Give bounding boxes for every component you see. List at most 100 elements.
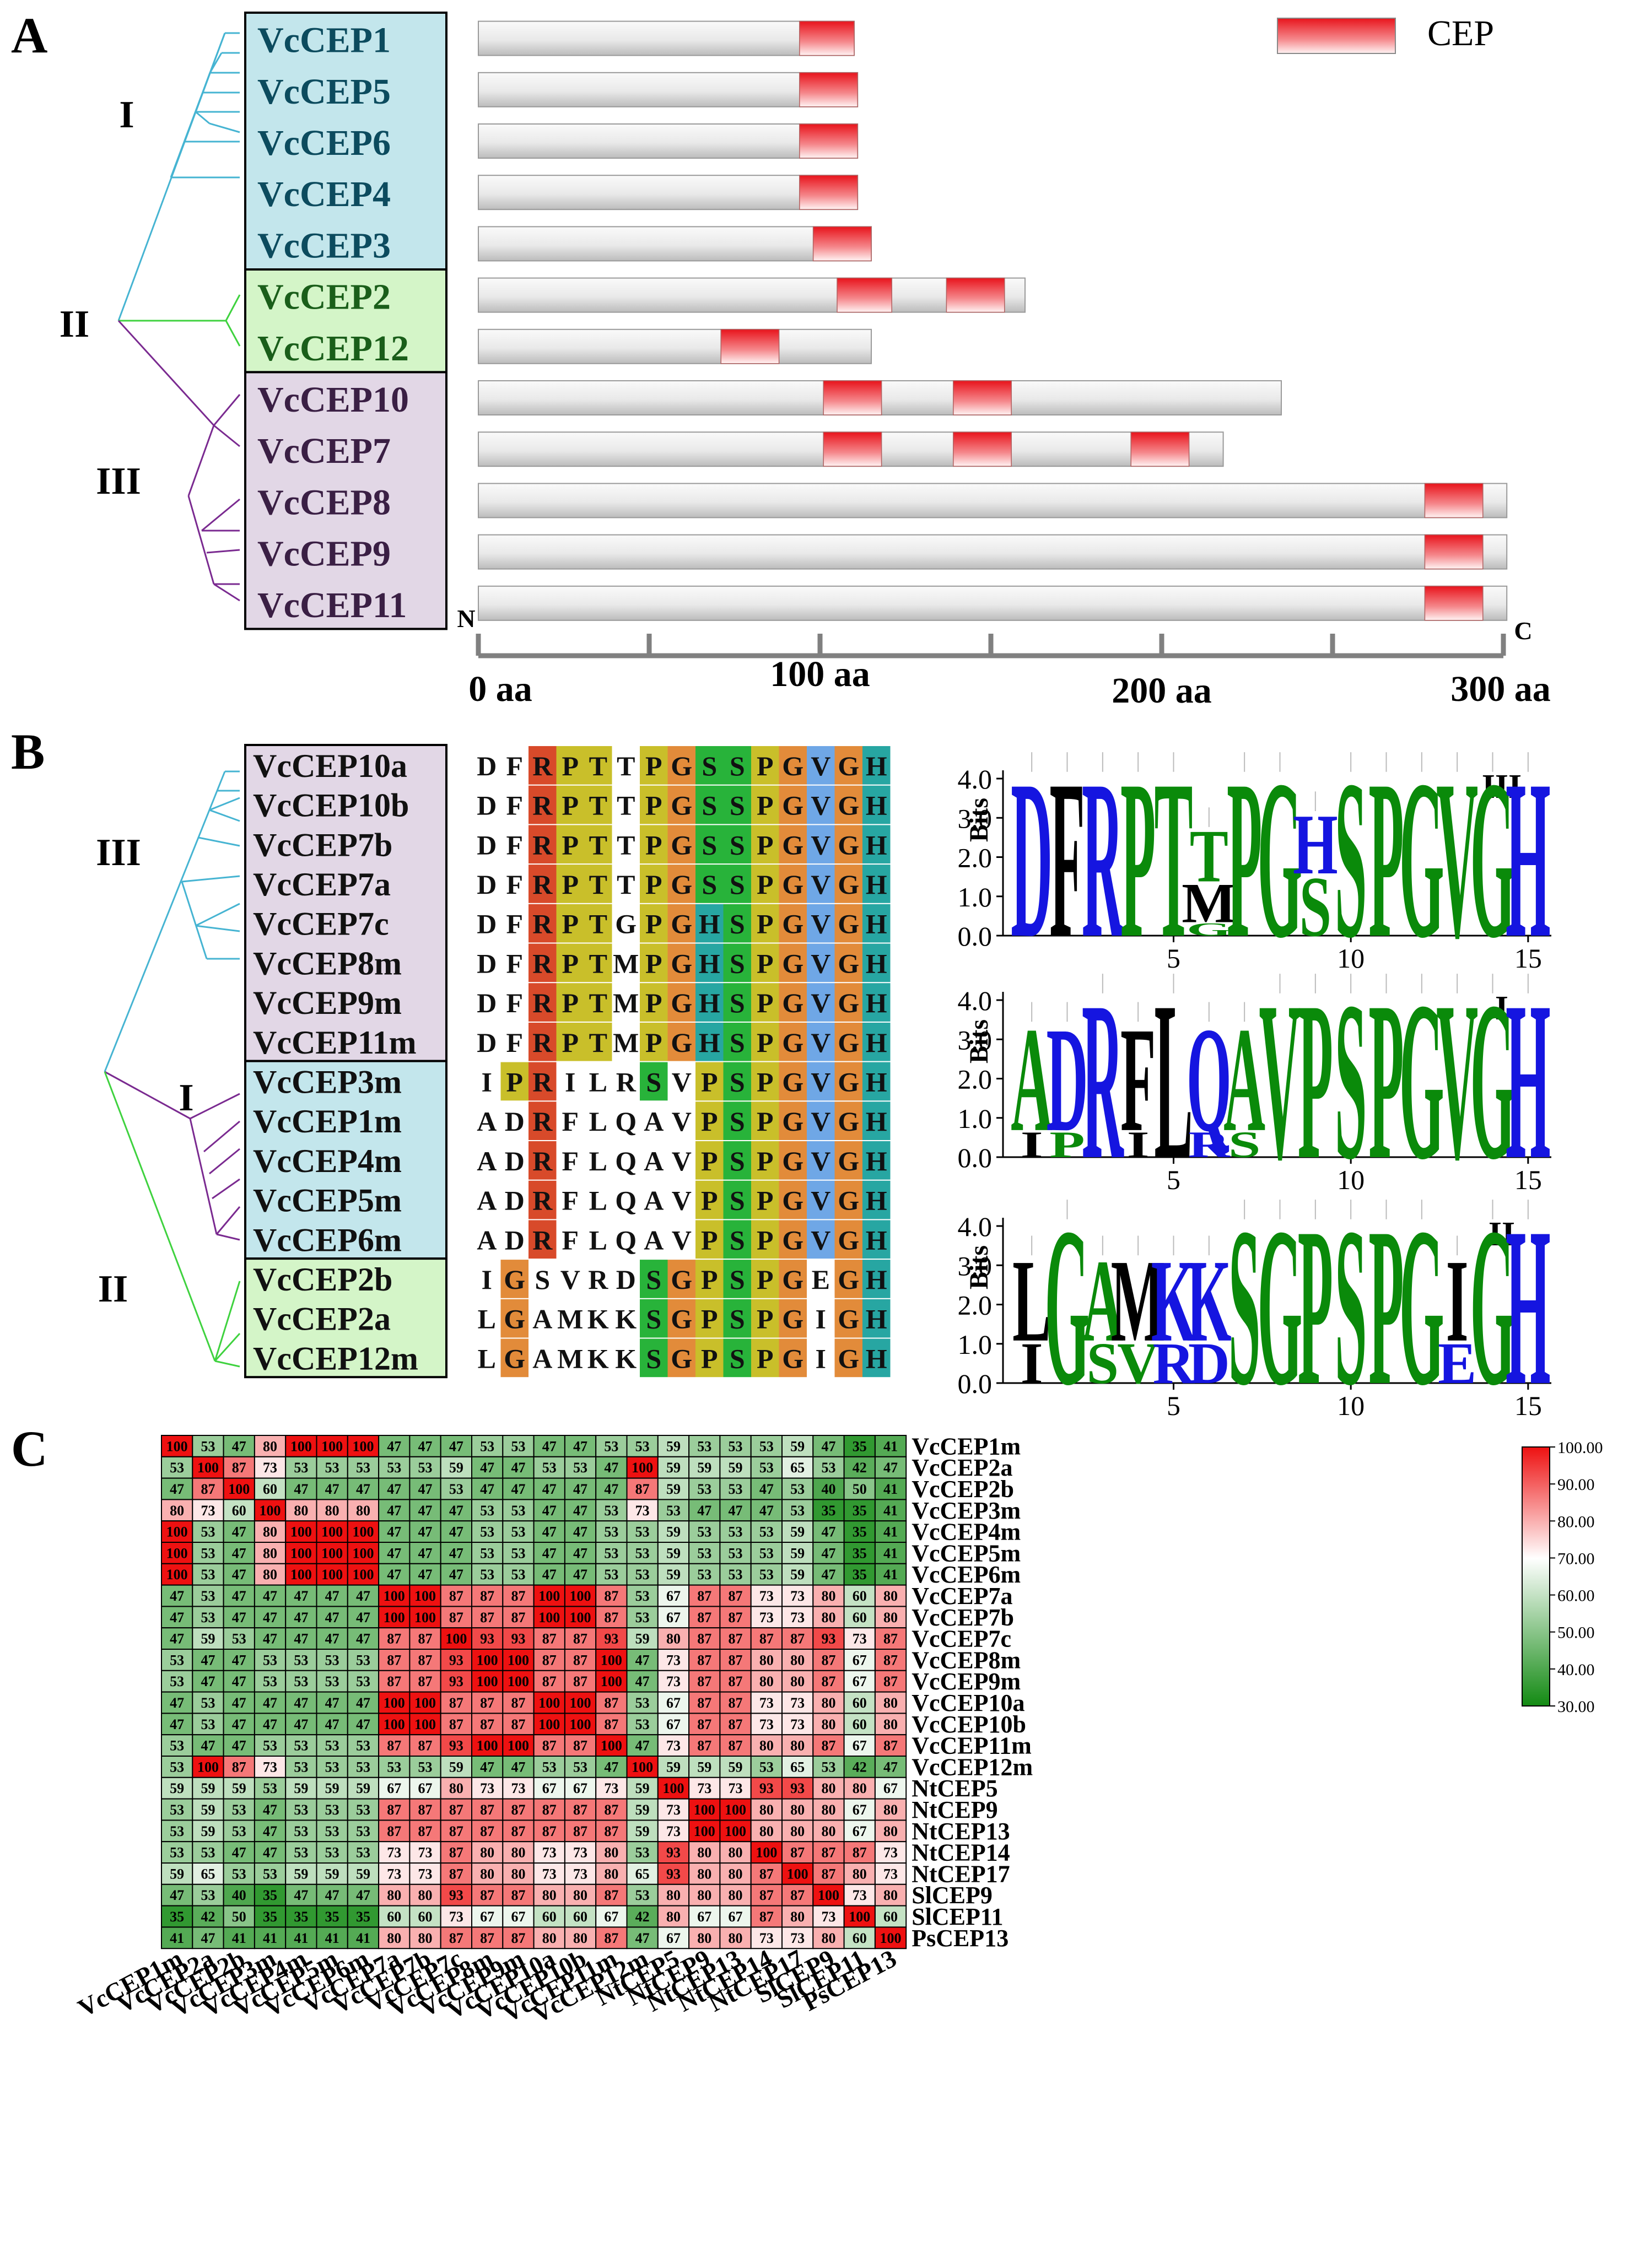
aln-shade <box>584 865 612 903</box>
heatmap-cell-value: 80 <box>883 1610 898 1626</box>
aln-residue: A <box>477 1106 497 1137</box>
aln-residue: G <box>782 1027 803 1058</box>
axis-c-label: C <box>1514 617 1532 645</box>
heatmap-cell <box>533 1477 565 1500</box>
heatmap-cell-value: 53 <box>821 1759 835 1775</box>
heatmap-cell-value: 53 <box>170 1652 184 1668</box>
heatmap-cell-value: 100 <box>384 1695 405 1711</box>
heatmap-cell-value: 80 <box>883 1887 898 1903</box>
heatmap-cell-value: 53 <box>542 1460 557 1476</box>
aln-residue: H <box>866 1343 887 1374</box>
heatmap-cell-value: 47 <box>325 1716 339 1732</box>
logo-letter: L <box>1012 1235 1051 1367</box>
logo-letter: Q <box>1187 996 1232 1163</box>
aln-residue: P <box>757 1106 774 1137</box>
heatmap-cell-value: 80 <box>263 1545 277 1561</box>
aln-shade <box>723 865 751 903</box>
aln-shade <box>723 746 751 785</box>
heatmap-cell-value: 47 <box>232 1738 246 1754</box>
heatmap-cell-value: 53 <box>201 1545 215 1561</box>
heatmap-cell <box>409 1542 441 1564</box>
heatmap-cell <box>874 1584 907 1607</box>
heatmap-cell-value: 100 <box>601 1652 622 1668</box>
aln-residue: G <box>838 1106 859 1137</box>
heatmap-cell-value: 53 <box>387 1460 401 1476</box>
aln-residue: P <box>757 1224 774 1255</box>
aln-shade <box>529 1101 557 1140</box>
heatmap-cell <box>409 1563 441 1586</box>
protein-bar-vccep1 <box>478 20 855 56</box>
heatmap-cell-value: 47 <box>604 1460 618 1476</box>
heatmap-cell-value: 65 <box>790 1460 805 1476</box>
heatmap-cell-value: 53 <box>697 1545 711 1561</box>
heatmap-cell-value: 53 <box>604 1567 618 1583</box>
heatmap-cell <box>688 1520 721 1543</box>
heatmap-cell-value: 100 <box>477 1652 498 1668</box>
panel-a-protein-bars <box>478 20 1508 621</box>
aln-residue: D <box>505 1224 525 1255</box>
aln-residue: M <box>613 1027 639 1058</box>
heatmap-cell-value: 80 <box>387 1887 401 1903</box>
aln-shade <box>667 1260 695 1298</box>
aln-shade <box>751 1220 779 1259</box>
aln-shade <box>667 904 695 943</box>
heatmap-cell-value: 100 <box>508 1738 529 1754</box>
aln-residue: F <box>506 869 523 900</box>
heatmap-cell-value: 73 <box>697 1780 711 1796</box>
aln-residue: T <box>617 750 635 781</box>
logo-ytick-label: 4.0 <box>958 1211 993 1242</box>
heatmap-cell-value: 80 <box>821 1802 835 1818</box>
heatmap-cell-value: 87 <box>604 1887 618 1903</box>
aln-residue: I <box>816 1343 826 1374</box>
heatmap-cell-value: 53 <box>729 1567 743 1583</box>
heatmap-cell <box>874 1520 907 1543</box>
heatmap-colorbar: 100.00 90.00 80.00 70.00 60.00 50.00 40.00 30.0… <box>1522 1439 1603 1716</box>
aln-shade <box>556 943 584 982</box>
logo-letter: K <box>1151 1235 1196 1367</box>
heatmap-cell <box>223 1477 255 1500</box>
aln-residue: I <box>816 1304 826 1335</box>
heatmap-cell-value: 87 <box>573 1823 587 1839</box>
heatmap-cell-value: 47 <box>759 1481 774 1497</box>
aln-shade <box>723 825 751 864</box>
heatmap-cell-value: 47 <box>294 1631 308 1647</box>
protein-name-vccep11: VcCEP11 <box>257 585 407 625</box>
logo-ylabel: Bits <box>964 798 994 842</box>
aln-shade <box>723 904 751 943</box>
heatmap-cell-value: 35 <box>325 1909 339 1925</box>
heatmap-cell-value: 100 <box>384 1716 405 1732</box>
axis-tick-label: 200 aa <box>1112 671 1212 711</box>
logo-letter: S <box>1228 1124 1260 1166</box>
aln-shade <box>807 825 835 864</box>
heatmap-cell-value: 60 <box>853 1610 867 1626</box>
heatmap-cell <box>502 1520 535 1543</box>
heatmap-cell-value: 53 <box>294 1845 308 1861</box>
aln-shade <box>834 1062 862 1101</box>
aln-residue: H <box>866 1027 887 1058</box>
heatmap-cell <box>657 1542 690 1564</box>
heatmap-cell-value: 53 <box>356 1738 370 1754</box>
aln-shade <box>695 1022 724 1061</box>
heatmap-cell-value: 80 <box>790 1909 805 1925</box>
heatmap-cell-value: 47 <box>356 1716 370 1732</box>
aln-residue: P <box>701 1146 718 1176</box>
aln-residue: P <box>701 1304 718 1335</box>
seq-name-vccep11m: VcCEP11m <box>253 1024 417 1061</box>
heatmap-cell-value: 100 <box>880 1930 902 1946</box>
aln-residue: I <box>565 1066 575 1097</box>
aln-residue: G <box>838 1185 859 1216</box>
logo-ylabel: Bits <box>964 1019 994 1063</box>
aln-shade <box>862 983 891 1022</box>
aln-shade <box>834 1101 862 1140</box>
aln-residue: G <box>782 750 803 781</box>
cep-domain-vccep11-1 <box>1424 586 1484 621</box>
heatmap-cell-value: 47 <box>542 1481 557 1497</box>
group-label-ii: II <box>60 303 89 345</box>
aln-shade <box>667 983 695 1022</box>
aln-shade <box>807 1101 835 1140</box>
aln-shade <box>529 1062 557 1101</box>
heatmap-cell <box>626 1520 659 1543</box>
heatmap-cell-value: 87 <box>729 1695 743 1711</box>
aln-residue: P <box>757 790 774 821</box>
